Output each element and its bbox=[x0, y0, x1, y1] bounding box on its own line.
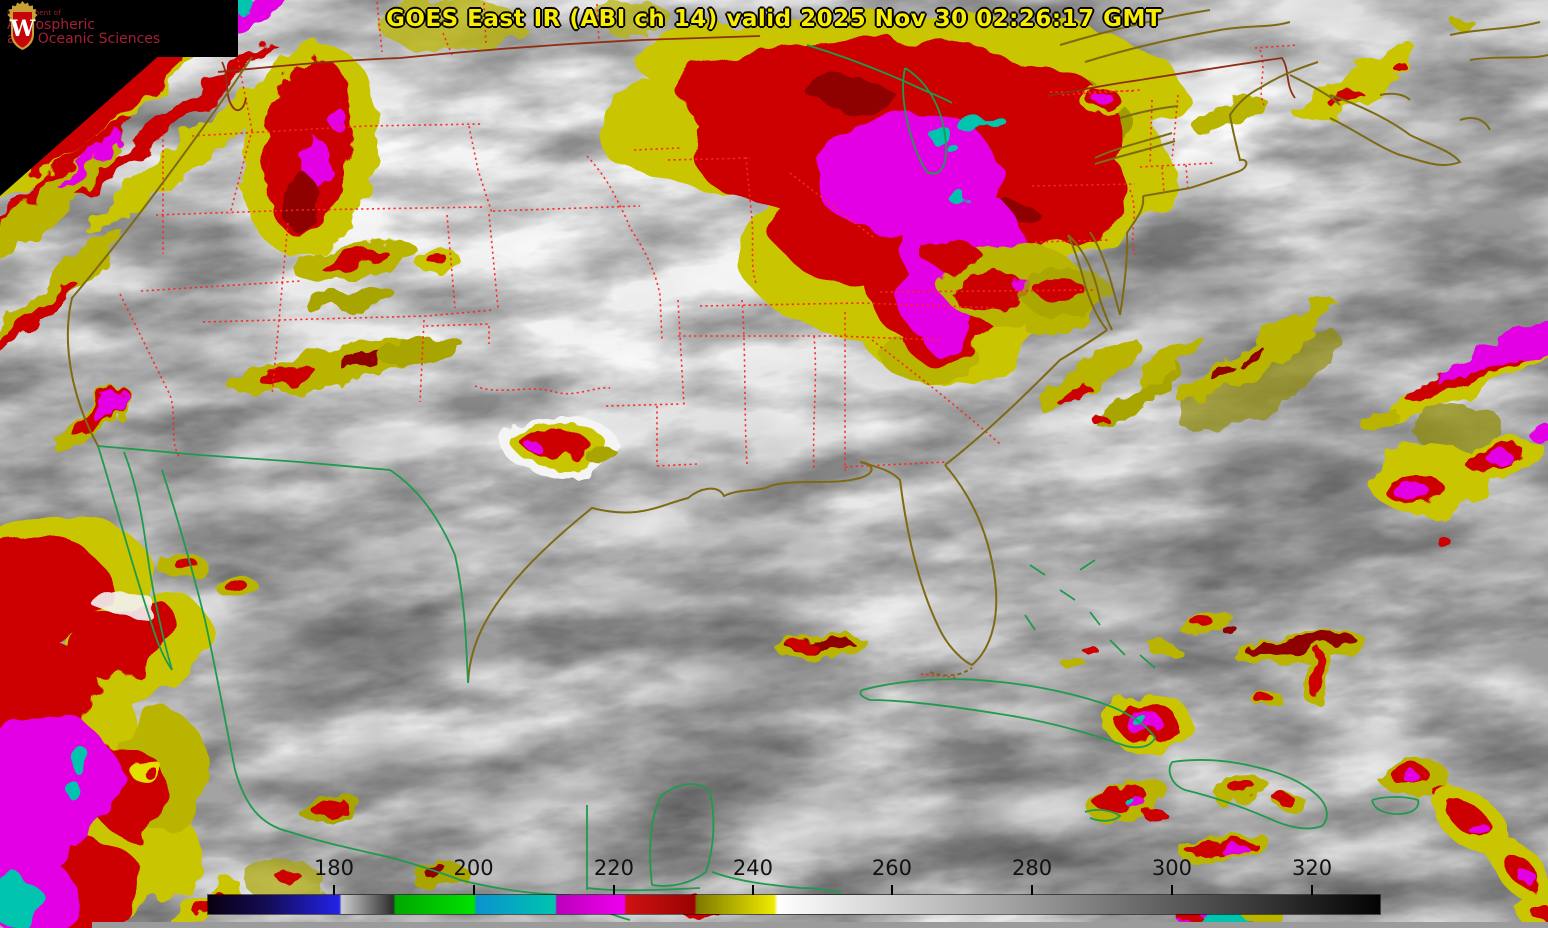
colorbar-tick-mark bbox=[751, 885, 754, 895]
colorbar-bar bbox=[208, 895, 1380, 914]
coastlines bbox=[66, 9, 1548, 684]
colorbar-tick-mark bbox=[472, 885, 475, 895]
colorbar-tick-mark bbox=[332, 885, 335, 895]
crest-letter: W bbox=[9, 16, 35, 42]
colorbar-tick-marks bbox=[208, 885, 1380, 895]
mexico-caribbean-coasts bbox=[97, 44, 1420, 921]
image-title: GOES East IR (ABI ch 14) valid 2025 Nov … bbox=[385, 6, 1163, 32]
colorbar-tick-labels: 180 200 220 240 260 280 300 320 bbox=[208, 856, 1380, 882]
colorbar-tick-label: 280 bbox=[1011, 856, 1053, 880]
atlantic-cold-streaks bbox=[378, 0, 1548, 545]
colorbar-tick-label: 300 bbox=[1151, 856, 1193, 880]
colorbar-tick-mark bbox=[890, 885, 893, 895]
gulf-coast-cells bbox=[502, 415, 868, 658]
rockies-cold-cloud bbox=[229, 42, 462, 397]
uw-aos-logo: W Department of Atmospheric and Oceanic … bbox=[0, 0, 238, 57]
bottom-gray-strip bbox=[92, 922, 1548, 928]
colorbar-tick-mark bbox=[1031, 885, 1034, 895]
logo-line2: and Oceanic Sciences bbox=[7, 31, 161, 48]
appalachian-snow-squalls bbox=[922, 84, 1204, 428]
colorbar-tick-label: 320 bbox=[1291, 856, 1333, 880]
uw-crest-icon: W bbox=[7, 1, 38, 50]
colorbar-tick-label: 220 bbox=[593, 856, 635, 880]
colorbar-tick-mark bbox=[612, 885, 615, 895]
colorbar-tick-mark bbox=[1311, 885, 1314, 895]
baja-pacific-system bbox=[0, 516, 260, 928]
us-state-borders bbox=[119, 1, 1299, 679]
colorbar-tick-label: 260 bbox=[871, 856, 913, 880]
us-canada-border bbox=[217, 35, 1296, 112]
colorbar-tick-label: 180 bbox=[313, 856, 355, 880]
colorbar-tick-label: 200 bbox=[453, 856, 494, 880]
colorbar-tick-label: 240 bbox=[732, 856, 774, 880]
temperature-colorbar: 180 200 220 240 260 280 300 320 bbox=[208, 856, 1380, 918]
colorbar-tick-mark bbox=[1170, 885, 1173, 895]
